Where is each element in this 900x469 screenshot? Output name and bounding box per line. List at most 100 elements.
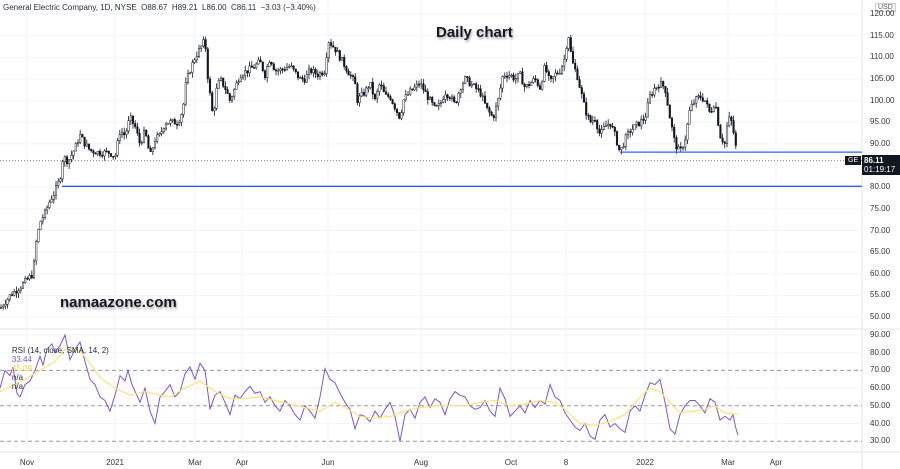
- candle-body: [494, 105, 498, 118]
- candle-body: [490, 111, 493, 116]
- candle-body: [620, 147, 623, 150]
- candle-body: [250, 65, 253, 68]
- candle-body: [466, 76, 469, 79]
- candle-body: [316, 73, 319, 78]
- candle-body: [362, 91, 366, 96]
- candle-body: [604, 125, 608, 127]
- candle-body: [314, 69, 317, 75]
- time-tick-label: Mar: [188, 458, 202, 467]
- candle-body: [173, 119, 176, 125]
- symbol-tag: GE: [845, 156, 862, 165]
- candle-body: [589, 115, 592, 123]
- candle-body: [602, 126, 605, 130]
- candle-body: [325, 57, 328, 74]
- candle-body: [404, 94, 407, 101]
- candle-body: [510, 74, 513, 77]
- candle-body: [574, 62, 577, 70]
- candle-body: [263, 70, 267, 78]
- price-tick-label: 50.00: [870, 312, 891, 322]
- candle-body: [626, 131, 630, 136]
- candle-body: [393, 103, 396, 110]
- candle-body: [613, 126, 616, 132]
- candle-body: [329, 42, 333, 46]
- candle-body: [4, 304, 7, 307]
- candle-body: [72, 150, 75, 156]
- candle-body: [204, 39, 207, 50]
- candle-body: [215, 87, 218, 109]
- candle-body: [382, 85, 385, 93]
- candle-body: [0, 306, 3, 309]
- candle-body: [600, 129, 603, 134]
- price-tick-label: 60.00: [870, 268, 891, 278]
- candle-body: [21, 282, 25, 289]
- watermark-text: namaazone.com: [60, 294, 177, 311]
- candle-body: [211, 92, 214, 112]
- rsi-tick-label: 50.00: [870, 400, 891, 410]
- candle-body: [428, 96, 432, 100]
- candle-body: [266, 66, 269, 78]
- candle-body: [481, 95, 484, 98]
- candle-body: [402, 99, 405, 113]
- candle-body: [453, 96, 456, 102]
- candle-body: [167, 123, 170, 125]
- candle-body: [468, 77, 471, 87]
- candle-body: [70, 154, 73, 160]
- candle-body: [442, 99, 445, 103]
- candle-body: [400, 112, 403, 119]
- candle-body: [285, 67, 289, 71]
- candle-body: [417, 83, 421, 86]
- candle-body: [360, 91, 363, 97]
- candle-body: [171, 119, 174, 121]
- candle-body: [598, 128, 601, 134]
- candle-body: [684, 139, 687, 148]
- candle-body: [681, 146, 685, 149]
- candle-body: [153, 141, 157, 149]
- candle-body: [208, 78, 212, 94]
- candle-body: [239, 77, 242, 82]
- time-tick-label: 2021: [106, 458, 124, 467]
- candle-body: [248, 65, 251, 74]
- candle-body: [406, 94, 410, 96]
- currency-label[interactable]: USD: [875, 3, 896, 12]
- rsi-na-2: n/a: [11, 382, 24, 391]
- candle-body: [96, 150, 99, 155]
- candle-body: [637, 121, 641, 127]
- candle-body: [90, 148, 93, 151]
- rsi-legend[interactable]: RSI (14, close, SMA, 14, 2) 33.44 45.09 …: [3, 337, 109, 400]
- rsi-tick-label: 40.00: [870, 418, 891, 428]
- candle-body: [525, 84, 528, 88]
- candle-body: [268, 61, 271, 68]
- candle-body: [226, 89, 229, 94]
- candle-body: [52, 194, 55, 200]
- candle-body: [512, 74, 515, 81]
- candle-body: [673, 126, 676, 138]
- candle-body: [356, 83, 359, 103]
- candle-body: [459, 89, 462, 94]
- candle-body: [145, 129, 148, 137]
- candle-body: [233, 88, 236, 97]
- candle-body: [514, 78, 517, 81]
- candle-body: [422, 83, 425, 91]
- candle-body: [395, 108, 399, 113]
- candle-body: [545, 65, 548, 72]
- candle-body: [277, 70, 280, 72]
- candle-body: [158, 133, 161, 136]
- candle-body: [15, 291, 18, 294]
- candle-body: [556, 72, 559, 75]
- candle-body: [380, 84, 383, 87]
- candle-body: [156, 134, 159, 142]
- candle-body: [318, 72, 322, 78]
- candle-body: [532, 78, 535, 83]
- candle-body: [235, 82, 238, 90]
- candle-body: [607, 123, 610, 126]
- candle-body: [497, 97, 500, 107]
- candle-body: [633, 124, 636, 130]
- candle-body: [321, 72, 324, 76]
- candle-body: [415, 83, 418, 88]
- candle-body: [310, 68, 313, 74]
- candle-body: [195, 56, 198, 61]
- candle-body: [686, 123, 689, 141]
- candle-body: [501, 75, 504, 89]
